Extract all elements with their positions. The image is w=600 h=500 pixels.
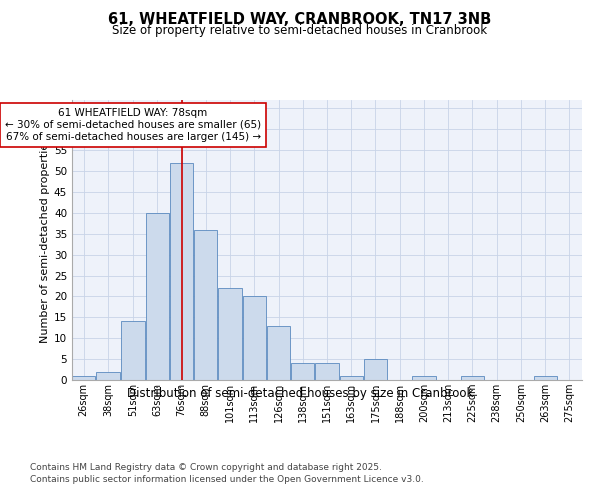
Bar [461, 376, 484, 380]
Text: Contains public sector information licensed under the Open Government Licence v3: Contains public sector information licen… [30, 475, 424, 484]
Bar [121, 322, 145, 380]
Text: Size of property relative to semi-detached houses in Cranbrook: Size of property relative to semi-detach… [112, 24, 488, 37]
Text: 61 WHEATFIELD WAY: 78sqm
← 30% of semi-detached houses are smaller (65)
67% of s: 61 WHEATFIELD WAY: 78sqm ← 30% of semi-d… [5, 108, 261, 142]
Bar [96, 372, 119, 380]
Bar [267, 326, 290, 380]
Text: 61, WHEATFIELD WAY, CRANBROOK, TN17 3NB: 61, WHEATFIELD WAY, CRANBROOK, TN17 3NB [109, 12, 491, 28]
Bar [291, 364, 314, 380]
Bar [242, 296, 266, 380]
Text: Distribution of semi-detached houses by size in Cranbrook: Distribution of semi-detached houses by … [127, 388, 473, 400]
Bar [146, 213, 169, 380]
Bar [533, 376, 557, 380]
Bar [170, 162, 193, 380]
Bar [364, 359, 387, 380]
Text: Contains HM Land Registry data © Crown copyright and database right 2025.: Contains HM Land Registry data © Crown c… [30, 462, 382, 471]
Bar [194, 230, 217, 380]
Bar [316, 364, 338, 380]
Bar [72, 376, 95, 380]
Y-axis label: Number of semi-detached properties: Number of semi-detached properties [40, 137, 50, 343]
Bar [218, 288, 242, 380]
Bar [412, 376, 436, 380]
Bar [340, 376, 363, 380]
